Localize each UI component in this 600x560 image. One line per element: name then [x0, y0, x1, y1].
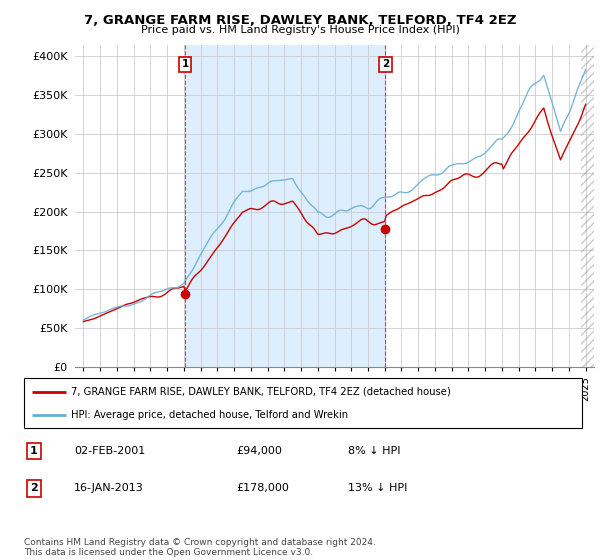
- Text: 13% ↓ HPI: 13% ↓ HPI: [347, 483, 407, 493]
- FancyBboxPatch shape: [24, 378, 582, 428]
- Text: 8% ↓ HPI: 8% ↓ HPI: [347, 446, 400, 456]
- Text: Price paid vs. HM Land Registry's House Price Index (HPI): Price paid vs. HM Land Registry's House …: [140, 25, 460, 35]
- Text: 2: 2: [30, 483, 38, 493]
- Text: HPI: Average price, detached house, Telford and Wrekin: HPI: Average price, detached house, Telf…: [71, 410, 349, 420]
- Text: £94,000: £94,000: [236, 446, 282, 456]
- Text: Contains HM Land Registry data © Crown copyright and database right 2024.
This d: Contains HM Land Registry data © Crown c…: [24, 538, 376, 557]
- Text: 1: 1: [30, 446, 38, 456]
- Text: 7, GRANGE FARM RISE, DAWLEY BANK, TELFORD, TF4 2EZ: 7, GRANGE FARM RISE, DAWLEY BANK, TELFOR…: [84, 14, 516, 27]
- Text: 16-JAN-2013: 16-JAN-2013: [74, 483, 144, 493]
- Text: 2: 2: [382, 59, 389, 69]
- Text: 1: 1: [182, 59, 189, 69]
- Bar: [185, 45, 385, 367]
- Bar: [581, 45, 598, 367]
- Text: 02-FEB-2001: 02-FEB-2001: [74, 446, 145, 456]
- Text: 7, GRANGE FARM RISE, DAWLEY BANK, TELFORD, TF4 2EZ (detached house): 7, GRANGE FARM RISE, DAWLEY BANK, TELFOR…: [71, 386, 451, 396]
- Bar: [385, 45, 594, 367]
- Text: £178,000: £178,000: [236, 483, 289, 493]
